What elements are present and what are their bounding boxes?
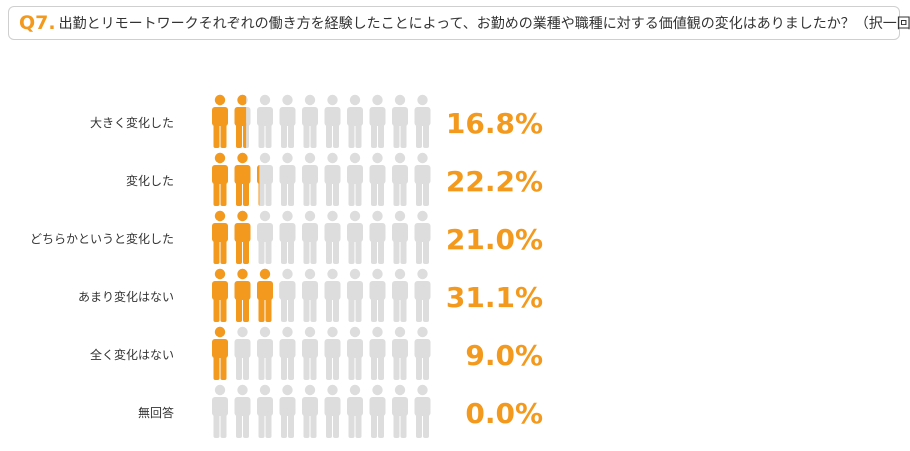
person-icon <box>302 268 318 322</box>
person-icon <box>347 152 363 206</box>
person-icon <box>347 210 363 264</box>
category-label: どちらかというと変化した <box>30 231 174 246</box>
value-label: 21.0% <box>446 223 543 256</box>
person-icon <box>369 152 386 206</box>
person-icon <box>234 152 251 206</box>
category-label: 大きく変化した <box>90 115 174 130</box>
person-icon <box>212 210 228 264</box>
person-icon <box>392 384 408 438</box>
person-icon <box>212 152 228 206</box>
person-icon <box>279 268 296 322</box>
category-label: 変化した <box>126 173 174 188</box>
person-icon <box>257 268 273 322</box>
value-label: 22.2% <box>446 165 543 198</box>
person-icon <box>234 326 251 380</box>
person-icon <box>347 326 363 380</box>
person-icon <box>414 384 431 438</box>
person-icon <box>279 152 296 206</box>
person-icon <box>392 268 408 322</box>
person-icon <box>234 268 251 322</box>
person-icon <box>279 384 296 438</box>
person-icon <box>414 210 431 264</box>
person-icon <box>369 384 386 438</box>
person-icon <box>414 268 431 322</box>
person-icon <box>302 152 318 206</box>
value-label: 9.0% <box>465 339 543 372</box>
person-icon <box>324 384 341 438</box>
person-icon <box>302 94 318 148</box>
person-icon <box>257 210 273 264</box>
person-icon <box>392 210 408 264</box>
value-label: 31.1% <box>446 281 543 314</box>
category-label: あまり変化はない <box>78 289 174 304</box>
person-icon <box>257 94 273 148</box>
person-icon <box>347 268 363 322</box>
category-label: 全く変化はない <box>90 347 174 362</box>
value-label: 16.8% <box>446 107 543 140</box>
person-icon <box>369 210 386 264</box>
person-icon <box>279 210 296 264</box>
question-text: 出勤とリモートワークそれぞれの働き方を経験したことによって、お勤めの業種や職種に… <box>58 16 910 32</box>
person-icon <box>414 94 431 148</box>
category-label: 無回答 <box>138 405 174 420</box>
person-icon <box>324 210 341 264</box>
person-icon <box>324 94 341 148</box>
person-icon <box>369 268 386 322</box>
person-icon <box>279 94 296 148</box>
question-number: Q7. <box>19 12 56 34</box>
person-icon <box>347 384 363 438</box>
person-icon <box>414 152 431 206</box>
person-icon <box>257 326 273 380</box>
person-icon <box>324 152 341 206</box>
person-icon <box>234 384 251 438</box>
person-icon <box>212 268 228 322</box>
person-icon <box>257 384 273 438</box>
person-icon <box>392 326 408 380</box>
person-icon <box>324 268 341 322</box>
person-icon <box>302 326 318 380</box>
person-icon <box>369 94 386 148</box>
person-icon <box>212 94 228 148</box>
person-icon <box>257 152 273 206</box>
person-icon <box>302 210 318 264</box>
person-icon <box>212 326 228 380</box>
person-icon <box>392 152 408 206</box>
person-icon <box>234 210 251 264</box>
person-icon <box>347 94 363 148</box>
person-icon <box>302 384 318 438</box>
person-icon <box>324 326 341 380</box>
person-icon <box>212 384 228 438</box>
person-icon <box>279 326 296 380</box>
value-label: 0.0% <box>465 397 543 430</box>
person-icon <box>369 326 386 380</box>
question-header: Q7. 出勤とリモートワークそれぞれの働き方を経験したことによって、お勤めの業種… <box>8 6 910 40</box>
person-icon <box>234 94 251 148</box>
person-icon <box>414 326 431 380</box>
person-icon <box>392 94 408 148</box>
